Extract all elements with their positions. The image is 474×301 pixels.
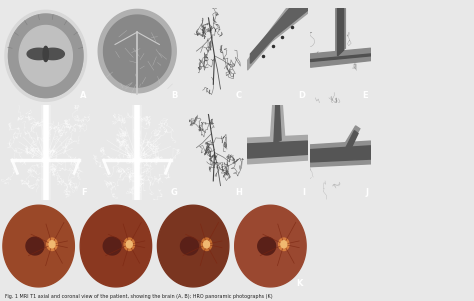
Polygon shape: [274, 105, 281, 143]
Text: I: I: [302, 188, 305, 197]
Polygon shape: [310, 141, 371, 167]
Polygon shape: [47, 238, 57, 250]
Polygon shape: [247, 135, 308, 164]
Polygon shape: [9, 14, 83, 98]
Polygon shape: [27, 48, 50, 60]
Polygon shape: [103, 15, 171, 87]
Polygon shape: [181, 237, 198, 255]
Polygon shape: [49, 241, 55, 248]
Polygon shape: [281, 241, 287, 248]
Polygon shape: [5, 10, 87, 101]
Text: J: J: [365, 188, 368, 197]
Polygon shape: [258, 237, 275, 255]
Polygon shape: [124, 238, 135, 250]
Polygon shape: [344, 126, 360, 150]
Polygon shape: [203, 241, 210, 248]
Polygon shape: [346, 131, 358, 152]
Polygon shape: [310, 48, 371, 67]
Text: C: C: [236, 92, 242, 101]
Polygon shape: [337, 8, 344, 56]
Polygon shape: [247, 141, 308, 158]
Polygon shape: [126, 241, 132, 248]
Polygon shape: [310, 54, 371, 61]
Text: Fig. 1 MRI T1 axial and coronal view of the patient, showing the brain (A, B); H: Fig. 1 MRI T1 axial and coronal view of …: [5, 294, 273, 299]
Polygon shape: [336, 8, 346, 54]
Polygon shape: [134, 157, 141, 163]
Polygon shape: [279, 238, 289, 250]
Polygon shape: [103, 237, 121, 255]
Polygon shape: [250, 8, 308, 64]
Text: E: E: [363, 92, 368, 101]
Polygon shape: [310, 146, 371, 162]
Polygon shape: [42, 157, 49, 163]
Polygon shape: [201, 238, 212, 250]
Polygon shape: [98, 9, 176, 93]
Text: A: A: [80, 92, 87, 101]
Text: K: K: [296, 279, 303, 288]
Polygon shape: [9, 14, 83, 98]
Polygon shape: [19, 26, 73, 86]
Text: B: B: [172, 92, 178, 101]
Text: F: F: [81, 188, 87, 197]
Polygon shape: [247, 8, 308, 70]
Polygon shape: [80, 205, 152, 287]
Text: G: G: [171, 188, 178, 197]
Polygon shape: [41, 48, 64, 60]
Polygon shape: [235, 205, 306, 287]
Text: D: D: [298, 92, 305, 101]
Text: H: H: [235, 188, 242, 197]
Polygon shape: [43, 46, 48, 61]
Polygon shape: [270, 105, 285, 141]
Polygon shape: [26, 237, 44, 255]
Polygon shape: [157, 205, 229, 287]
Polygon shape: [3, 205, 74, 287]
